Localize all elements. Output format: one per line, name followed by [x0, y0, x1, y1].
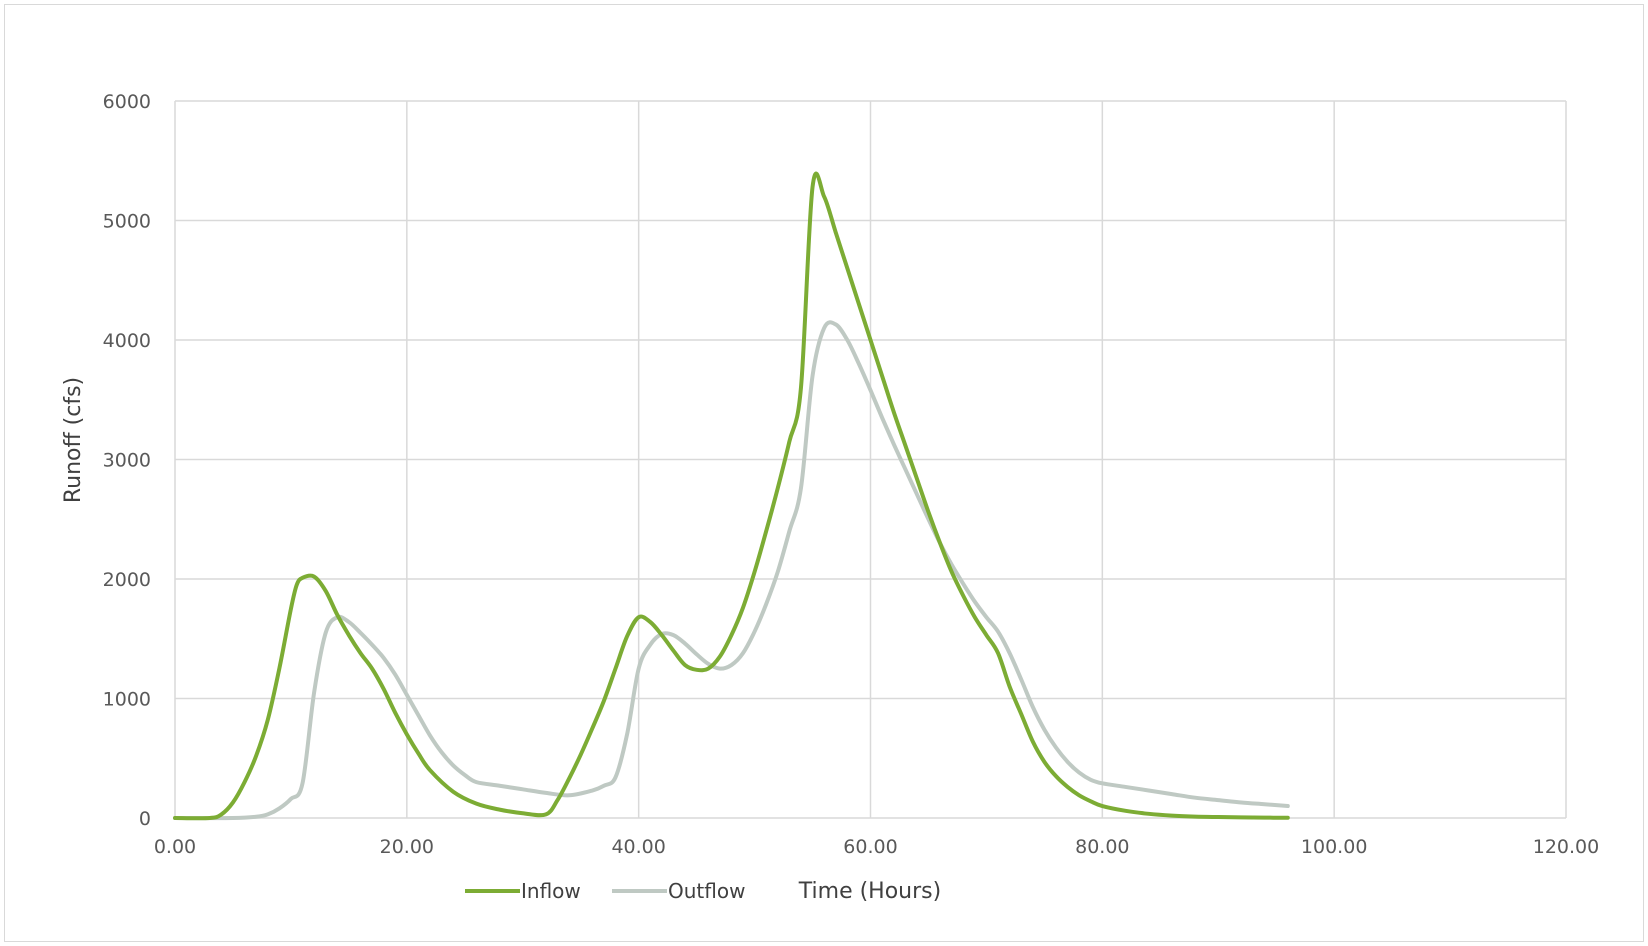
x-tick-label: 0.00: [154, 836, 196, 858]
y-tick-label: 6000: [103, 91, 151, 113]
x-tick-label: 120.00: [1533, 836, 1599, 858]
y-tick-label: 1000: [103, 689, 151, 711]
x-tick-label: 80.00: [1075, 836, 1129, 858]
x-axis-title: Time (Hours): [798, 879, 941, 904]
y-tick-label: 0: [139, 808, 151, 830]
x-tick-label: 20.00: [380, 836, 434, 858]
y-tick-label: 2000: [103, 569, 151, 591]
series-line-outflow: [173, 320, 1290, 821]
y-axis-tick-labels: 0 1000 2000 3000 4000 5000 6000: [103, 91, 151, 830]
legend-label-inflow: Inflow: [521, 879, 581, 903]
gridlines: [174, 100, 1567, 819]
series-lines: [173, 171, 1290, 821]
y-tick-label: 5000: [103, 211, 151, 233]
legend-label-outflow: Outflow: [668, 879, 745, 903]
y-tick-label: 4000: [103, 330, 151, 352]
x-axis-tick-labels: 0.00 20.00 40.00 60.00 80.00 100.00 120.00: [154, 836, 1599, 858]
legend: Inflow Outflow: [465, 879, 745, 903]
x-tick-label: 60.00: [843, 836, 897, 858]
y-axis-title: Runoff (cfs): [61, 377, 86, 503]
x-tick-label: 40.00: [611, 836, 665, 858]
chart-area: [4, 4, 1644, 942]
x-tick-label: 100.00: [1301, 836, 1367, 858]
y-tick-label: 3000: [103, 450, 151, 472]
series-line-inflow: [173, 171, 1290, 821]
